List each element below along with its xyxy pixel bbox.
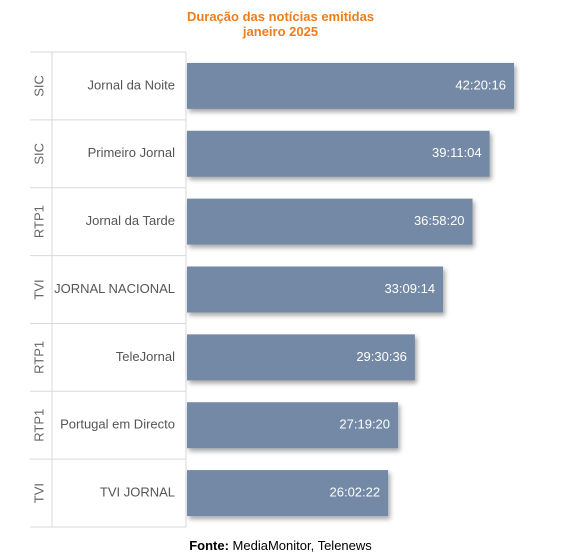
channel-label: SIC [31,75,46,97]
program-label: TeleJornal [116,349,175,364]
bar-value-label: 29:30:36 [356,349,407,364]
bar-value-label: 33:09:14 [384,281,435,296]
channel-label: RTP1 [31,409,46,442]
bar-value-label: 39:11:04 [432,145,482,160]
bar [187,402,399,449]
source-text: MediaMonitor, Telenews [232,538,372,553]
bar [187,266,444,313]
chart-title: Duração das notícias emitidas janeiro 20… [0,9,561,39]
channel-label: RTP1 [31,205,46,238]
bars: 42:20:16 39:11:04 36:58:20 33:09:14 29:30:36… [187,62,514,517]
source-label: Fonte: [189,538,229,553]
chart-title-line-1: Duração das notícias emitidas [186,9,375,24]
program-label: Jornal da Tarde [86,213,175,228]
bar-value-label: 42:20:16 [455,77,506,92]
bar [187,470,389,517]
chart-title-line-2: janeiro 2025 [242,24,319,39]
program-label: Jornal da Noite [88,77,175,92]
bar [187,334,415,381]
bar-value-label: 26:02:22 [330,485,381,500]
bar [187,130,490,177]
bar [187,198,473,245]
bar [187,62,514,109]
program-label: JORNAL NACIONAL [54,281,175,296]
bar-value-label: 27:19:20 [339,417,390,432]
program-label: TVI JORNAL [100,485,175,500]
channel-label: TVI [31,279,46,299]
bar-chart: SIC Jornal da Noite SIC Primeiro Jornal RTP1… [30,51,514,528]
category-labels: SIC Jornal da Noite SIC Primeiro Jornal RTP1… [31,75,175,503]
bar-value-label: 36:58:20 [414,213,465,228]
channel-label: TVI [31,483,46,503]
program-label: Portugal em Directo [60,417,175,432]
program-label: Primeiro Jornal [88,145,176,160]
channel-label: SIC [31,143,46,165]
channel-label: RTP1 [31,341,46,374]
source-footer: Fonte: MediaMonitor, Telenews [0,538,561,553]
category-grid [30,51,187,528]
